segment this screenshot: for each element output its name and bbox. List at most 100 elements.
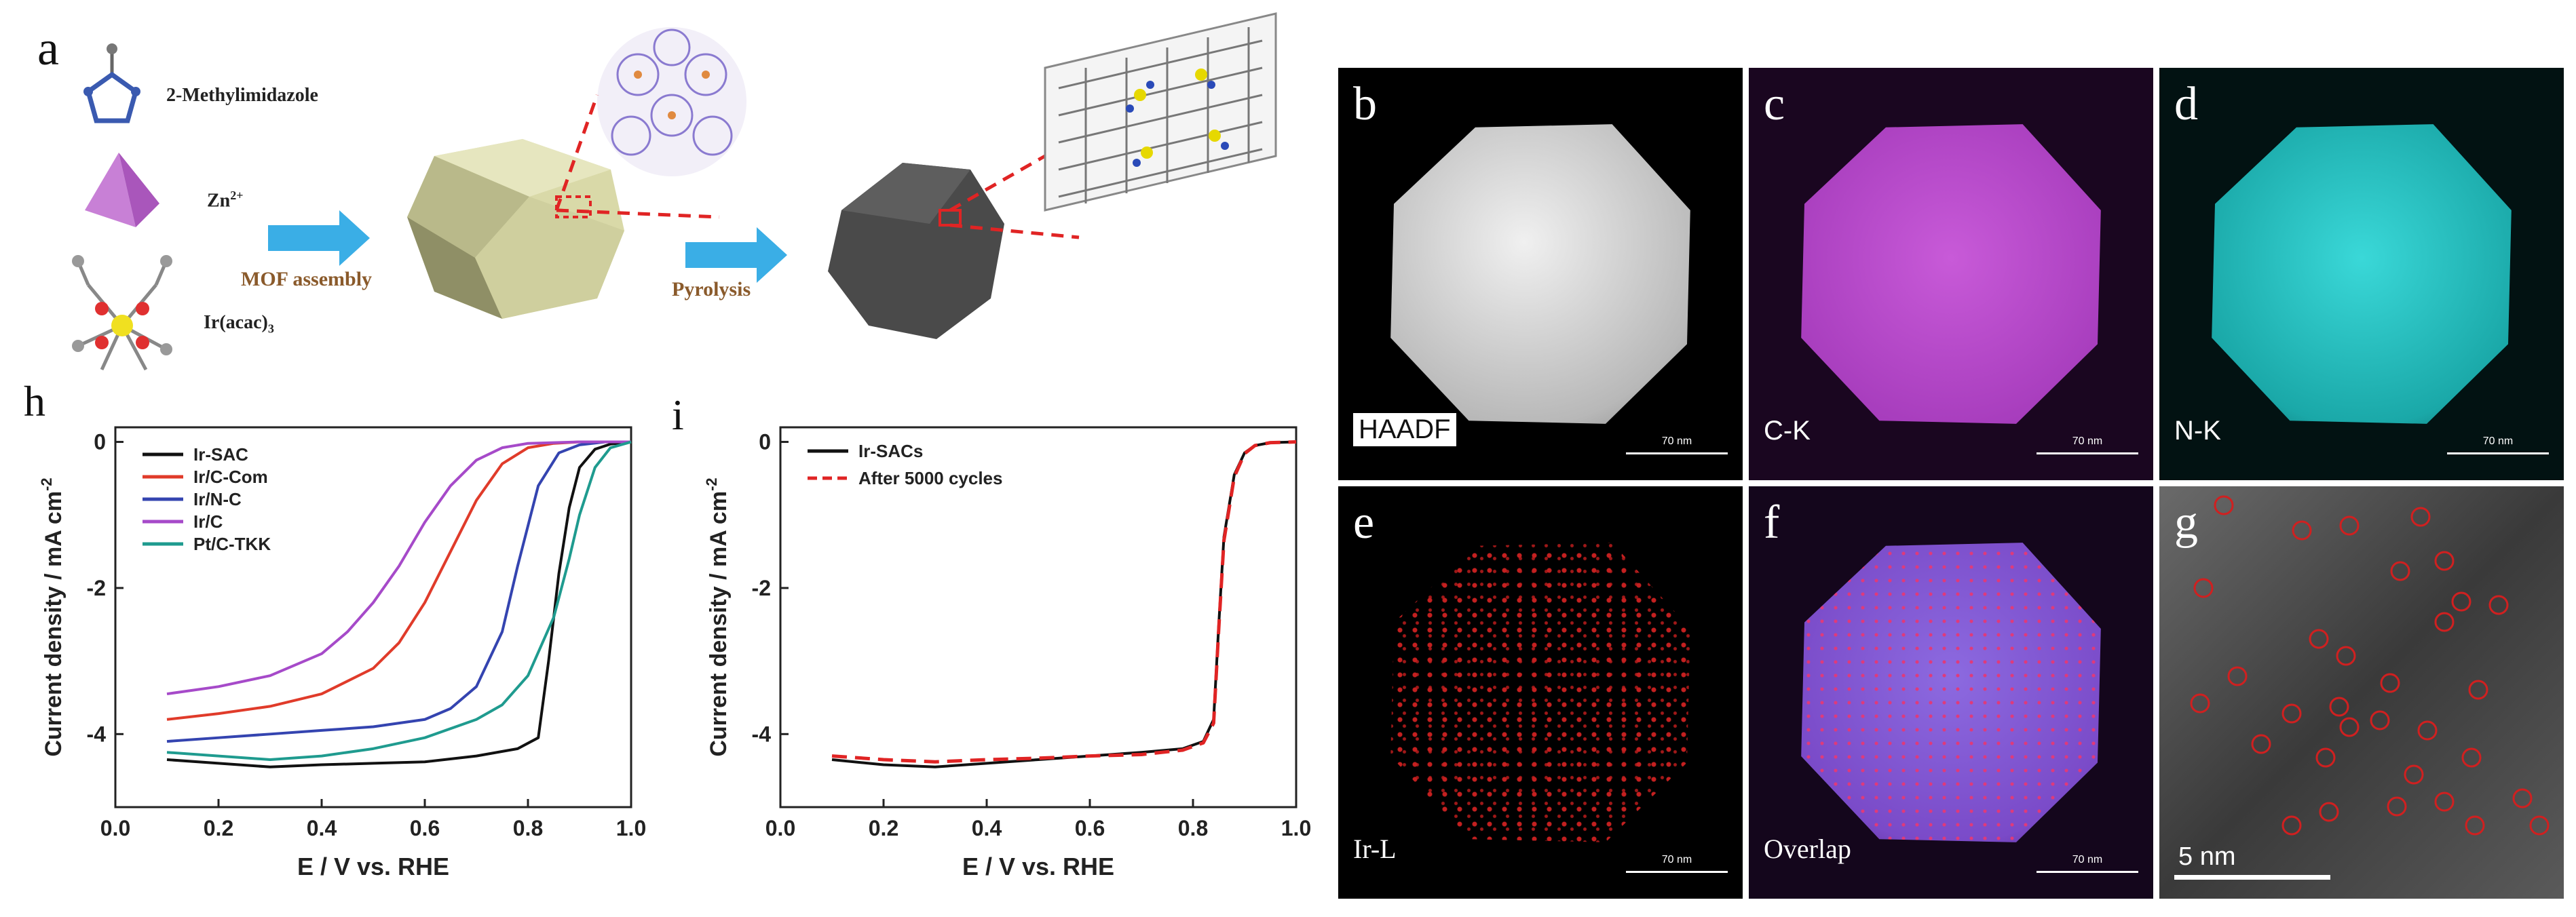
nitrogen-map-particle — [2212, 124, 2512, 424]
y-tick-label: 0 — [94, 430, 106, 454]
iridium-complex-molecule-icon — [72, 255, 172, 371]
y-axis-label-superscript: -2 — [38, 477, 55, 491]
pyrolysis-arrow-icon — [685, 227, 787, 283]
plot-frame — [779, 426, 1298, 808]
iridium-map-particle — [1390, 543, 1690, 842]
mof-assembly-arrow-icon — [268, 210, 370, 266]
x-tick-label: 0.2 — [869, 816, 898, 840]
x-tick-label: 0.0 — [765, 816, 795, 840]
y-axis-label-text: Current density / mA cm — [41, 491, 67, 757]
scale-text-g: 5 nm — [2178, 842, 2236, 871]
scale-bar-f — [2037, 871, 2138, 873]
x-axis-label: E / V vs. RHE — [962, 853, 1114, 880]
haadf-particle — [1390, 124, 1690, 424]
series-line-0 — [831, 440, 1297, 768]
scale-bar-c — [2037, 452, 2138, 454]
series-line-4 — [166, 440, 632, 761]
micrograph-e-iridium: e Ir-L 70 nm — [1337, 485, 1744, 900]
graphene-sheet-icon — [1044, 12, 1277, 212]
chart-h-polarization-curves: 0.0 0.2 0.4 0.6 0.8 1.0 0 -2 -4 E / V vs. RHE Curr… — [38, 426, 646, 880]
micrograph-label-haadf: HAADF — [1353, 413, 1456, 446]
zinc-label: Zn2+ — [207, 189, 244, 212]
scale-text-f: 70 nm — [2072, 854, 2103, 865]
methylimidazole-label: 2-Methylimidazole — [166, 85, 318, 106]
iridium-label-subscript: 3 — [267, 321, 274, 336]
series-line-2 — [166, 440, 631, 743]
x-tick-label: 0.2 — [204, 816, 233, 840]
scale-bar-g — [2174, 875, 2330, 880]
pyrolysis-label: Pyrolysis — [672, 278, 751, 300]
micrograph-label-iridium: Ir-L — [1353, 834, 1397, 864]
panel-letter-d: d — [2174, 78, 2198, 130]
single-atom-markers — [2190, 495, 2550, 836]
carbon-map-particle — [1801, 124, 2101, 424]
micrograph-grid: b HAADF 70 nm c C-K 70 nm d N-K 70 nm e … — [1337, 66, 2565, 901]
x-tick-label: 0.0 — [100, 816, 130, 840]
zinc-label-text: Zn — [207, 190, 231, 212]
x-tick-label: 1.0 — [1281, 816, 1311, 840]
zinc-label-charge: 2+ — [230, 189, 244, 202]
x-tick-label: 1.0 — [616, 816, 646, 840]
panel-letter-a: a — [37, 21, 59, 75]
schematic-panel: a — [0, 0, 1330, 380]
scale-text-d: 70 nm — [2482, 435, 2514, 447]
carbon-particle-icon — [828, 154, 1080, 339]
y-tick-label: -4 — [87, 722, 107, 746]
x-tick-label: 0.4 — [307, 816, 337, 840]
overlap-map-particle — [1801, 543, 2101, 842]
x-tick-label: 0.6 — [410, 816, 440, 840]
micrograph-b-haadf: b HAADF 70 nm — [1337, 66, 1744, 482]
legend-label-3: Ir/C — [193, 511, 223, 532]
iridium-label: Ir(acac)3 — [204, 312, 274, 336]
mof-assembly-label: MOF assembly — [241, 268, 373, 290]
legend-label-2: Ir/N-C — [193, 489, 242, 509]
legend-label-1: Ir/C-Com — [193, 467, 268, 487]
series-line-3 — [166, 440, 631, 696]
panel-letter-h: h — [24, 377, 45, 425]
series-line-0 — [166, 440, 632, 768]
iridium-label-text: Ir(acac) — [204, 312, 268, 333]
micrograph-d-nitrogen: d N-K 70 nm — [2158, 66, 2565, 482]
panel-letter-f: f — [1764, 496, 1780, 549]
scale-text-b: 70 nm — [1661, 435, 1692, 447]
panel-letter-e: e — [1353, 496, 1375, 549]
micrograph-g-atomic: g 5 nm — [2158, 485, 2565, 900]
y-axis-label-superscript: -2 — [703, 477, 720, 491]
micrograph-label-overlap: Overlap — [1764, 834, 1851, 864]
y-axis-label: Current density / mA cm-2 — [703, 477, 732, 756]
panel-letter-g: g — [2174, 496, 2198, 549]
y-axis-label-text: Current density / mA cm — [706, 491, 732, 757]
micrograph-c-carbon: c C-K 70 nm — [1747, 66, 2155, 482]
series-line-1 — [831, 440, 1297, 764]
legend-label-1: After 5000 cycles — [858, 468, 1002, 488]
scale-text-e: 70 nm — [1661, 854, 1692, 865]
x-axis-label: E / V vs. RHE — [297, 853, 449, 880]
legend-label-4: Pt/C-TKK — [193, 534, 271, 554]
plot-frame — [114, 426, 632, 808]
chart-i-stability-curves: 0.0 0.2 0.4 0.6 0.8 1.0 0 -2 -4 E / V vs. RHE Curr… — [703, 426, 1311, 880]
y-tick-label: -2 — [87, 576, 106, 600]
mof-framework-inset-icon — [554, 27, 746, 219]
scale-text-c: 70 nm — [2072, 435, 2103, 447]
x-tick-label: 0.6 — [1075, 816, 1105, 840]
mof-crystal-icon — [407, 139, 624, 319]
micrograph-label-carbon: C-K — [1764, 416, 1811, 446]
legend-label-0: Ir-SACs — [858, 441, 923, 461]
panel-letter-b: b — [1353, 78, 1377, 130]
panel-letter-c: c — [1764, 78, 1785, 130]
scale-bar-d — [2447, 452, 2549, 454]
micrograph-f-overlap: f Overlap 70 nm — [1747, 485, 2155, 900]
micrograph-label-nitrogen: N-K — [2174, 416, 2221, 446]
scale-bar-e — [1626, 871, 1728, 873]
y-tick-label: -4 — [752, 722, 772, 746]
zinc-tetrahedron-icon — [85, 153, 159, 227]
panel-letter-i: i — [672, 391, 684, 439]
x-tick-label: 0.8 — [1178, 816, 1208, 840]
x-tick-label: 0.8 — [513, 816, 543, 840]
methylimidazole-molecule-icon — [83, 43, 140, 123]
y-tick-label: 0 — [759, 430, 771, 454]
legend-label-0: Ir-SAC — [193, 444, 248, 465]
x-tick-label: 0.4 — [972, 816, 1002, 840]
schematic-drawing — [72, 12, 1277, 371]
scale-bar-b — [1626, 452, 1728, 454]
